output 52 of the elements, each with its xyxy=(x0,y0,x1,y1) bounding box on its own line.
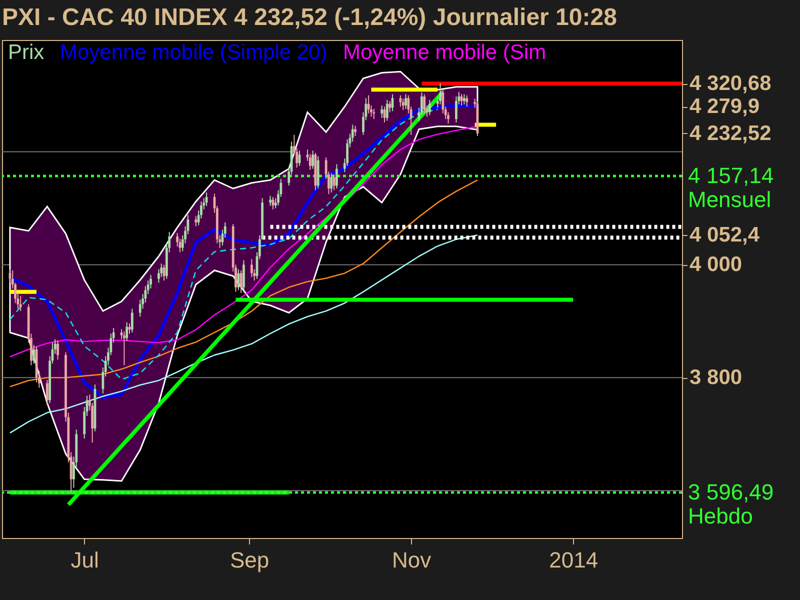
candlestick xyxy=(32,344,36,364)
y-tick-label: 4 232,52 xyxy=(690,122,772,145)
candlestick xyxy=(466,94,468,108)
x-tick-label: Jul xyxy=(70,548,99,572)
candlestick xyxy=(19,295,22,312)
candlestick xyxy=(237,268,240,291)
y-tick-label: 4 000 xyxy=(690,253,742,276)
line-series xyxy=(9,108,438,380)
candlestick xyxy=(272,196,274,210)
y-tick-label: 4 052,4 xyxy=(690,224,760,247)
candlestick xyxy=(439,83,442,105)
candlestick xyxy=(242,260,245,291)
candlestick xyxy=(423,94,426,114)
ref-line-label: 4 157,14 Mensuel xyxy=(688,162,774,212)
candlestick xyxy=(126,322,128,342)
candlestick xyxy=(312,150,314,170)
chart-title: PXI - CAC 40 INDEX 4 232,52 (-1,24%) Journalier 10:28 xyxy=(2,4,617,31)
candlestick xyxy=(402,98,404,111)
candlestick xyxy=(388,100,392,113)
candlestick xyxy=(194,216,198,227)
y-tick-label: 4 279,9 xyxy=(690,95,760,118)
text: Moyenne mobile (Sim xyxy=(343,41,546,64)
candlestick xyxy=(372,108,376,120)
candlestick xyxy=(428,99,431,116)
text: Moyenne mobile (Simple 20) xyxy=(60,41,328,64)
y-tick-label: 4 320,68 xyxy=(690,72,772,96)
candlestick xyxy=(240,270,242,294)
text: Prix xyxy=(8,41,45,64)
line-series xyxy=(9,179,478,388)
candlestick xyxy=(399,94,402,108)
x-tick-label: 2014 xyxy=(549,548,598,572)
line-series xyxy=(9,234,478,434)
candlestick xyxy=(404,94,407,110)
candlestick xyxy=(367,94,370,114)
candlestick xyxy=(354,125,356,136)
ref-line-label: 3 596,49 Hebdo xyxy=(688,480,774,529)
candlestick xyxy=(335,164,338,189)
x-tick-label: Sep xyxy=(230,548,270,572)
candlestick xyxy=(380,104,384,118)
candlestick xyxy=(462,94,466,105)
candlestick xyxy=(308,154,312,170)
candlestick xyxy=(122,330,126,366)
candlestick xyxy=(455,96,458,123)
y-tick-label: 3 800 xyxy=(690,366,742,390)
candlestick xyxy=(330,172,333,193)
candlestick xyxy=(386,99,388,122)
candlestick xyxy=(250,258,253,278)
x-tick-label: Nov xyxy=(392,548,432,572)
candlestick xyxy=(269,195,272,206)
candlestick xyxy=(46,379,48,406)
candlestick xyxy=(130,308,134,333)
candlestick xyxy=(56,340,59,360)
